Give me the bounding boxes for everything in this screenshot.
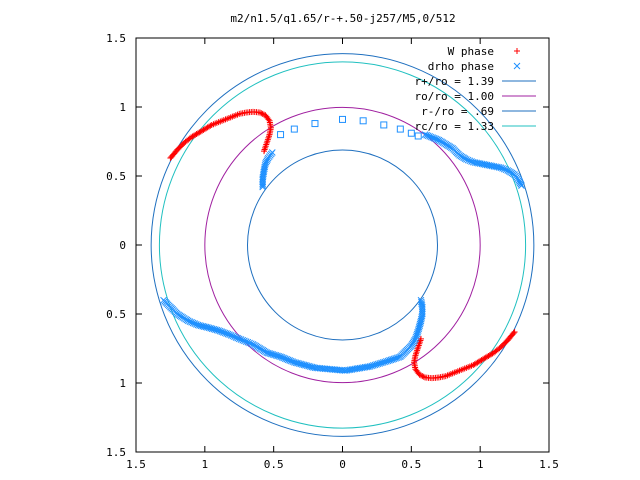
legend-label: drho phase	[428, 60, 494, 73]
data-point	[207, 122, 214, 129]
y-tick-label: 1	[119, 101, 126, 114]
y-tick-label: 0.5	[106, 308, 126, 321]
data-point	[265, 116, 272, 123]
data-point	[290, 125, 298, 133]
legend-label: ro/ro = 1.00	[415, 90, 494, 103]
data-point	[258, 110, 265, 117]
data-point	[499, 165, 506, 172]
data-point	[466, 157, 474, 165]
data-point	[246, 339, 253, 347]
circle-series	[204, 106, 481, 384]
y-tick-label: 0	[119, 239, 126, 252]
legend: W phase drho phase r+/ro = 1.39 ro/ro = 1.0…	[415, 45, 536, 133]
data-point	[256, 109, 263, 116]
data-point	[514, 48, 520, 54]
data-point	[464, 156, 472, 164]
data-point	[239, 336, 247, 344]
chart-title: m2/n1.5/q1.65/r-+.50-j257/M5,0/512	[230, 12, 455, 25]
data-point	[417, 296, 425, 304]
x-tick-label: 1.5	[126, 458, 146, 471]
data-point	[339, 115, 346, 123]
data-point	[311, 120, 319, 128]
data-point	[237, 336, 245, 343]
circle-series	[150, 53, 535, 437]
legend-label: rc/ro = 1.33	[415, 120, 494, 133]
data-point	[497, 164, 505, 172]
data-point	[259, 110, 266, 117]
data-point	[244, 338, 252, 346]
data-point	[277, 131, 285, 139]
data-point	[242, 338, 250, 345]
x-tick-label: 0.5	[264, 458, 284, 471]
data-point	[414, 132, 422, 140]
y-tick-label: 1.5	[106, 32, 126, 45]
y-tick-label: 1	[119, 377, 126, 390]
data-point	[518, 182, 525, 190]
data-point	[380, 121, 388, 129]
data-point	[359, 117, 367, 125]
legend-label: r+/ro = 1.39	[415, 75, 494, 88]
x-tick-label: 1	[477, 458, 484, 471]
data-point	[513, 62, 521, 70]
axis-ticks: 1.5 1 0.5 0 0.5 1 1.51.510.500.511.5	[106, 32, 559, 471]
data-point	[419, 373, 426, 380]
data-point	[268, 149, 276, 156]
x-tick-label: 1.5	[539, 458, 559, 471]
legend-label: r-/ro = .69	[421, 105, 494, 118]
data-points	[160, 108, 525, 382]
data-point	[463, 156, 470, 163]
data-point	[261, 148, 268, 155]
x-tick-label: 1	[202, 458, 209, 471]
data-point	[235, 335, 243, 343]
x-tick-label: 0.5	[401, 458, 421, 471]
data-point	[407, 129, 415, 137]
legend-label: W phase	[448, 45, 494, 58]
reference-circles	[150, 53, 535, 437]
y-tick-label: 1.5	[106, 446, 126, 459]
data-point	[471, 361, 478, 368]
data-point	[500, 165, 508, 173]
data-point	[413, 367, 420, 374]
data-point	[417, 335, 424, 342]
data-point	[420, 373, 427, 380]
data-point	[241, 337, 248, 345]
circle-series	[247, 149, 438, 341]
y-tick-label: 0.5	[106, 170, 126, 183]
data-point	[396, 125, 404, 133]
data-point	[422, 374, 429, 381]
data-point	[417, 298, 425, 306]
x-tick-label: 0	[339, 458, 346, 471]
circle-series	[158, 61, 527, 429]
